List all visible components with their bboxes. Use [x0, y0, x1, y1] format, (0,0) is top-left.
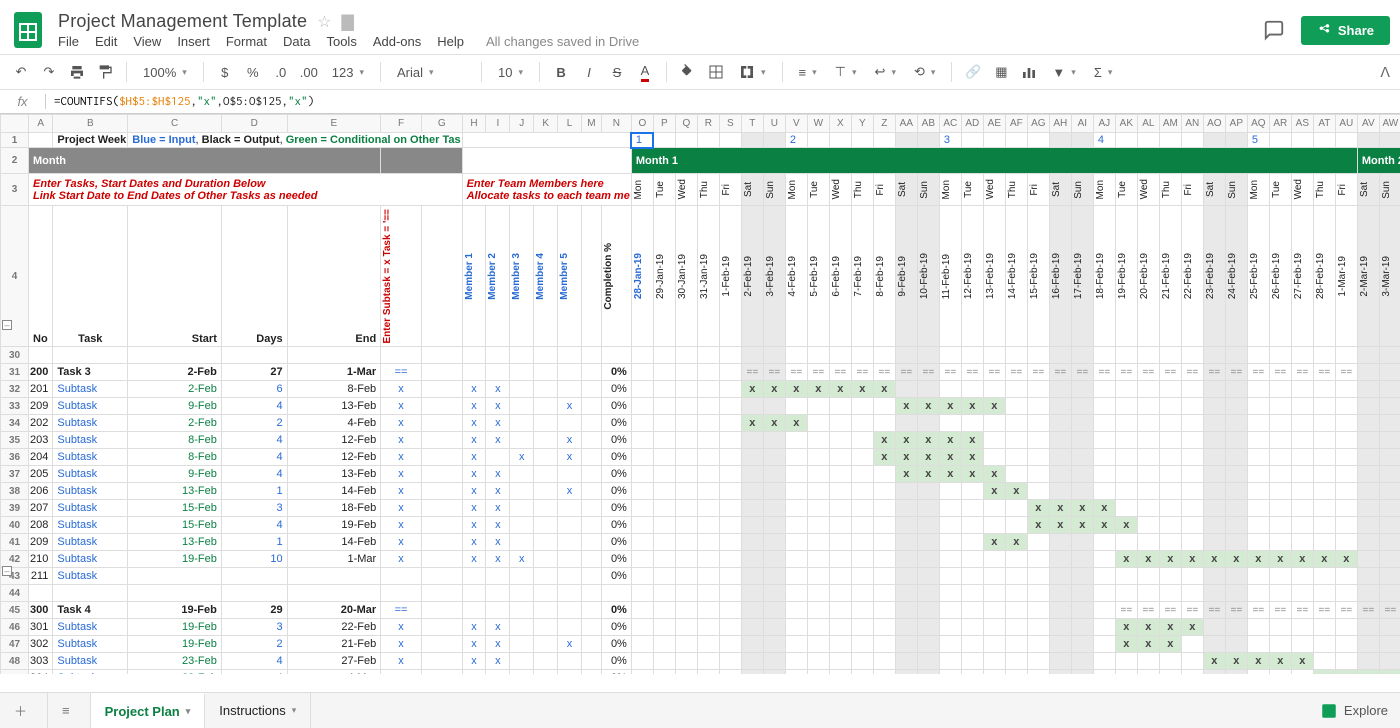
valign-icon[interactable]: ⊤	[829, 60, 863, 84]
decrease-decimal-icon[interactable]: .0	[270, 60, 292, 84]
font-dropdown[interactable]: Arial	[391, 65, 471, 80]
menu-addons[interactable]: Add-ons	[373, 34, 421, 49]
menu-tools[interactable]: Tools	[326, 34, 356, 49]
wrap-icon[interactable]: ↩	[869, 60, 902, 84]
doc-title[interactable]: Project Management Template	[58, 11, 307, 32]
currency-icon[interactable]: $	[214, 60, 236, 84]
star-icon[interactable]: ☆	[317, 12, 331, 32]
text-color-icon[interactable]: A	[634, 60, 656, 84]
link-icon[interactable]: 🔗	[962, 60, 984, 84]
filter-icon[interactable]: ▼	[1046, 60, 1081, 84]
strikethrough-icon[interactable]: S	[606, 60, 628, 84]
halign-icon[interactable]: ≡	[793, 60, 823, 84]
bold-icon[interactable]: B	[550, 60, 572, 84]
spreadsheet-grid[interactable]: – – ABCDEFGHIJKLMNOPQRSTUVWXYZAAABACADAE…	[0, 114, 1400, 674]
menu-bar: File Edit View Insert Format Data Tools …	[58, 34, 1249, 49]
rotate-icon[interactable]: ⟲	[908, 60, 941, 84]
chart-icon[interactable]	[1018, 60, 1040, 84]
fill-color-icon[interactable]	[677, 60, 699, 84]
add-sheet-button[interactable]: ＋	[0, 693, 48, 728]
all-sheets-button[interactable]: ≡	[48, 693, 91, 728]
font-size-dropdown[interactable]: 10	[492, 65, 529, 80]
outline-collapse-1[interactable]: –	[2, 320, 12, 330]
collapse-toolbar-icon[interactable]: ᐱ	[1380, 64, 1390, 81]
share-button[interactable]: Share	[1301, 16, 1390, 45]
increase-decimal-icon[interactable]: .00	[298, 60, 320, 84]
menu-data[interactable]: Data	[283, 34, 310, 49]
toolbar: ↶ ↷ 100% $ % .0 .00 123 Arial 10 B I S A…	[0, 54, 1400, 90]
title-bar: Project Management Template ☆ ▇ File Edi…	[0, 0, 1400, 54]
undo-icon[interactable]: ↶	[10, 60, 32, 84]
formula-bar: fx =COUNTIFS($H$5:$H$125,"x",O$5:O$125,"…	[0, 90, 1400, 114]
menu-view[interactable]: View	[133, 34, 161, 49]
sheet-tabs-bar: ＋ ≡ Project Plan Instructions Explore	[0, 692, 1400, 728]
share-label: Share	[1338, 23, 1374, 38]
print-icon[interactable]	[66, 60, 88, 84]
paint-format-icon[interactable]	[94, 60, 116, 84]
menu-format[interactable]: Format	[226, 34, 267, 49]
folder-icon[interactable]: ▇	[342, 12, 354, 32]
redo-icon[interactable]: ↷	[38, 60, 60, 84]
outline-collapse-2[interactable]: –	[2, 566, 12, 576]
number-format-dropdown[interactable]: 123	[326, 65, 370, 80]
menu-edit[interactable]: Edit	[95, 34, 117, 49]
borders-icon[interactable]	[705, 60, 727, 84]
menu-insert[interactable]: Insert	[177, 34, 210, 49]
save-status: All changes saved in Drive	[486, 34, 639, 49]
menu-help[interactable]: Help	[437, 34, 464, 49]
explore-button[interactable]: Explore	[1320, 702, 1388, 720]
zoom-dropdown[interactable]: 100%	[137, 65, 193, 80]
menu-file[interactable]: File	[58, 34, 79, 49]
tab-instructions[interactable]: Instructions	[205, 693, 311, 728]
functions-icon[interactable]: Σ	[1088, 60, 1119, 84]
comment-icon[interactable]: ▦	[990, 60, 1012, 84]
fx-label: fx	[0, 94, 46, 109]
sheets-logo-icon[interactable]	[10, 6, 46, 54]
percent-icon[interactable]: %	[242, 60, 264, 84]
italic-icon[interactable]: I	[578, 60, 600, 84]
formula-input[interactable]: =COUNTIFS($H$5:$H$125,"x",O$5:O$125,"x")	[46, 95, 1400, 108]
comments-icon[interactable]	[1261, 17, 1287, 43]
merge-cells-icon[interactable]	[733, 60, 772, 84]
tab-project-plan[interactable]: Project Plan	[91, 693, 206, 728]
